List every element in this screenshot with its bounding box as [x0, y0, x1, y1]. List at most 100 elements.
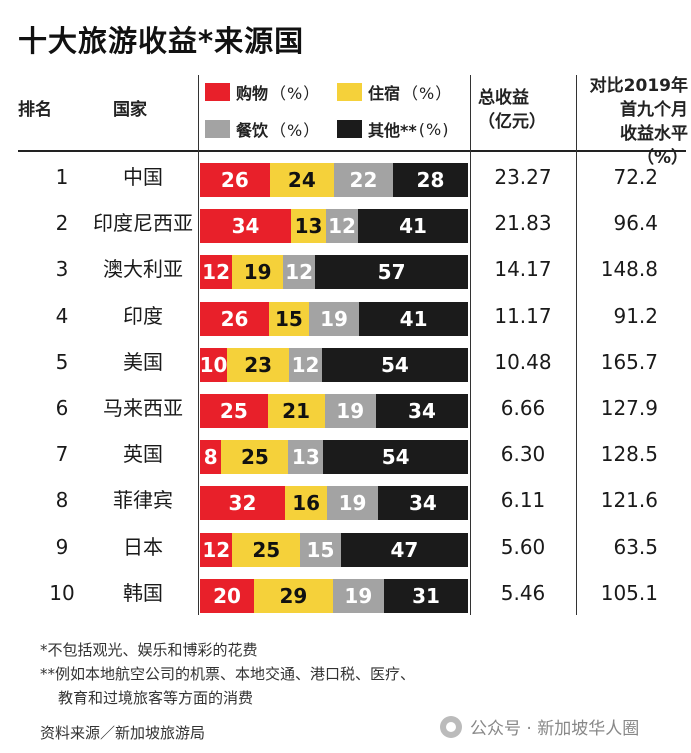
legend-item-lodging: 住宿 （%）: [337, 80, 452, 104]
rank-cell: 3: [55, 257, 69, 282]
vs-2019-cell: 96.4: [613, 211, 658, 236]
total-revenue-cell: 11.17: [494, 303, 552, 328]
legend-label-other: 其他**: [368, 121, 417, 140]
legend-swatch-shopping: [205, 83, 230, 101]
bar-segment-lodging: 16: [284, 486, 328, 521]
country-cell: 印度尼西亚: [93, 211, 193, 236]
total-revenue-cell: 5.60: [500, 534, 546, 559]
bar-segment-other: 41: [359, 301, 468, 336]
bar-segment-shopping: 20: [200, 578, 255, 613]
header-country: 国家: [113, 100, 147, 120]
header-rank: 排名: [18, 100, 52, 120]
bar-segment-other: 54: [321, 347, 468, 382]
rank-cell: 5: [55, 349, 69, 374]
bar-segment-dining: 19: [324, 394, 376, 428]
table-row: 2 印度尼西亚 34 13 12 41 21.83 96.4: [0, 200, 691, 246]
total-revenue-cell: 5.46: [500, 580, 546, 605]
header-2019-line3: 收益水平（%）: [620, 124, 688, 168]
header-total-line1: 总收益: [478, 88, 529, 108]
bar-segment-shopping: 10: [200, 347, 228, 382]
bar-segment-lodging: 23: [227, 347, 290, 382]
bar-segment-other: 31: [384, 578, 468, 613]
legend-item-other: 其他** (%): [337, 117, 449, 141]
total-revenue-cell: 21.83: [494, 211, 552, 236]
table-row: 6 马来西亚 25 21 19 34 6.66 127.9: [0, 385, 691, 431]
stacked-bar: 20 29 19 31: [200, 578, 468, 613]
header-2019-line2: 首九个月: [620, 100, 688, 120]
source-note: 资料来源／新加坡旅游局: [40, 724, 206, 742]
bar-segment-lodging: 29: [254, 578, 333, 613]
rank-cell: 4: [55, 303, 69, 328]
bar-segment-dining: 19: [332, 578, 385, 613]
stacked-bar: 25 21 19 34: [200, 394, 468, 428]
table-row: 3 澳大利亚 12 19 12 57 14.17 148.8: [0, 246, 691, 292]
table-row: 9 日本 12 25 15 47 5.60 63.5: [0, 524, 691, 570]
wechat-icon: [440, 715, 462, 738]
rank-cell: 7: [55, 442, 69, 467]
country-cell: 中国: [123, 165, 163, 189]
stacked-bar: 26 15 19 41: [200, 301, 468, 336]
stacked-bar: 12 19 12 57: [200, 255, 468, 290]
vs-2019-cell: 128.5: [600, 442, 658, 467]
country-cell: 澳大利亚: [103, 257, 183, 282]
stacked-bar: 32 16 19 34: [200, 486, 468, 521]
total-revenue-cell: 6.30: [500, 442, 546, 467]
chart-title: 十大旅游收益*来源国: [18, 24, 305, 58]
legend-unit-shopping: （%）: [270, 84, 321, 103]
stacked-bar: 10 23 12 54: [200, 347, 468, 382]
bar-segment-other: 34: [375, 394, 468, 428]
table-row: 5 美国 10 23 12 54 10.48 165.7: [0, 339, 691, 385]
rank-cell: 8: [55, 488, 69, 513]
stacked-bar: 34 13 12 41: [200, 209, 468, 244]
vs-2019-cell: 63.5: [613, 534, 658, 559]
rank-cell: 2: [55, 211, 69, 236]
rank-cell: 6: [55, 396, 69, 420]
table-row: 10 韩国 20 29 19 31 5.46 105.1: [0, 570, 691, 616]
header-divider: [18, 150, 686, 152]
legend-label-shopping: 购物: [236, 84, 269, 103]
total-revenue-cell: 6.66: [500, 396, 546, 420]
bar-segment-dining: 13: [288, 440, 324, 475]
rank-cell: 1: [55, 165, 69, 189]
table-row: 4 印度 26 15 19 41 11.17 91.2: [0, 293, 691, 339]
bar-segment-dining: 22: [333, 163, 393, 197]
column-divider-bar-left: [198, 75, 199, 615]
legend-swatch-dining: [205, 120, 230, 138]
vs-2019-cell: 105.1: [600, 580, 658, 605]
bar-segment-lodging: 21: [267, 394, 325, 428]
bar-segment-shopping: 34: [200, 209, 292, 244]
bar-segment-lodging: 24: [269, 163, 334, 197]
stacked-bar: 12 25 15 47: [200, 532, 468, 567]
legend-unit-dining: （%）: [270, 121, 321, 140]
footnote-1: *不包括观光、娱乐和博彩的花费: [40, 641, 258, 659]
country-cell: 马来西亚: [103, 396, 183, 420]
table-row: 8 菲律宾 32 16 19 34 6.11 121.6: [0, 477, 691, 523]
vs-2019-cell: 91.2: [613, 303, 658, 328]
watermark: 公众号 · 新加坡华人圈: [440, 714, 639, 739]
table-row: 1 中国 26 24 22 28 23.27 72.2: [0, 154, 691, 200]
stacked-bar: 26 24 22 28: [200, 163, 468, 197]
legend-item-dining: 餐饮 （%）: [205, 117, 320, 141]
total-revenue-cell: 23.27: [494, 165, 552, 189]
bar-segment-lodging: 25: [221, 440, 289, 475]
bar-segment-other: 34: [377, 486, 468, 521]
legend-item-shopping: 购物 （%）: [205, 80, 320, 104]
country-cell: 英国: [123, 442, 163, 467]
bar-segment-other: 54: [323, 440, 468, 475]
bar-segment-dining: 12: [325, 209, 359, 244]
bar-segment-shopping: 26: [200, 301, 269, 336]
bar-segment-other: 41: [358, 209, 468, 244]
bar-segment-shopping: 25: [200, 394, 268, 428]
legend-unit-lodging: （%）: [402, 84, 453, 103]
bar-segment-dining: 19: [308, 301, 360, 336]
footnote-3: 教育和过境旅客等方面的消费: [58, 689, 254, 707]
bar-segment-lodging: 25: [232, 532, 301, 567]
bar-segment-dining: 12: [289, 347, 322, 382]
column-divider-2019-left: [576, 75, 577, 615]
country-cell: 菲律宾: [113, 488, 173, 513]
stacked-bar: 8 25 13 54: [200, 440, 468, 475]
country-cell: 美国: [123, 349, 163, 374]
total-revenue-cell: 14.17: [494, 257, 552, 282]
bar-segment-dining: 12: [283, 255, 316, 290]
country-cell: 印度: [123, 303, 163, 328]
